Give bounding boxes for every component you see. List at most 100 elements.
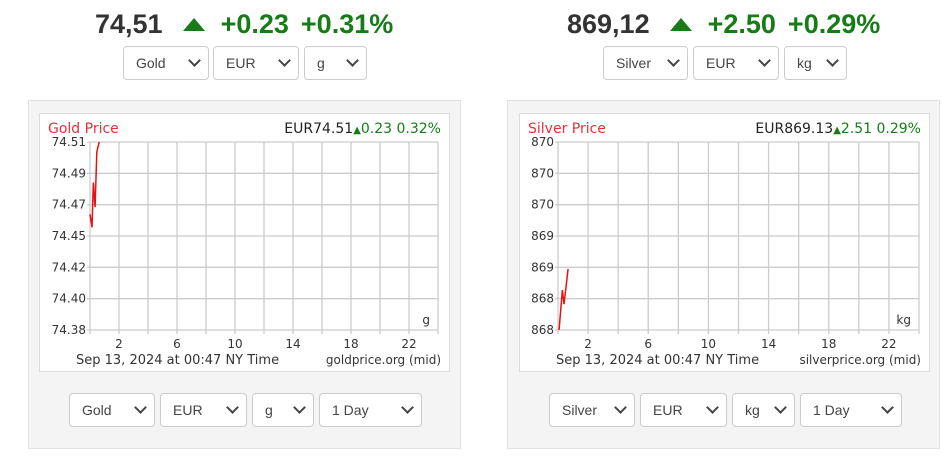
chevron-down-icon xyxy=(401,401,414,414)
chevron-down-icon xyxy=(881,401,894,414)
chart-price: EUR74.51 xyxy=(284,121,353,137)
x-tick-label: 10 xyxy=(701,337,716,351)
y-tick-label: 869 xyxy=(531,260,554,274)
y-tick-label: 74.38 xyxy=(52,323,86,337)
silver-price-header: 869,12 +2.50 +0.29% xyxy=(567,6,880,42)
gold-price-header: 74,51 +0.23 +0.31% xyxy=(95,6,393,42)
chart-footer-source: goldprice.org (mid) xyxy=(326,353,441,367)
select-value: kg xyxy=(797,55,812,71)
chart-price-summary: EUR74.51▲0.23 0.32% xyxy=(284,121,441,137)
y-tick-label: 870 xyxy=(531,135,554,149)
chevron-down-icon xyxy=(706,401,719,414)
chart-footer-date: Sep 13, 2024 at 00:47 NY Time xyxy=(556,353,759,368)
gold-currency-select[interactable]: EUR xyxy=(213,46,299,80)
silver-metal-select[interactable]: Silver xyxy=(603,46,688,80)
x-tick-label: 6 xyxy=(173,337,181,351)
select-value: kg xyxy=(745,402,760,418)
gold-metal-select[interactable]: Gold xyxy=(123,46,209,80)
chevron-down-icon xyxy=(278,54,291,67)
y-tick-label: 74.51 xyxy=(52,135,86,149)
select-value: g xyxy=(317,55,325,71)
x-tick-label: 22 xyxy=(401,337,416,351)
chevron-down-icon xyxy=(774,401,787,414)
select-value: 1 Day xyxy=(332,402,369,418)
silver-chart-metal-select[interactable]: Silver xyxy=(549,393,635,427)
gold-percent: +0.31% xyxy=(300,8,394,39)
select-value: Silver xyxy=(616,55,652,71)
silver-chart-currency-select[interactable]: EUR xyxy=(640,393,727,427)
gold-chart-panel: 74.38 74.40 74.42 74.45 74.47 74.49 74.51 2 6 10 1… xyxy=(28,100,461,449)
y-tick-label: 74.40 xyxy=(52,292,86,306)
chevron-down-icon xyxy=(614,401,627,414)
price-line xyxy=(89,141,100,228)
chevron-down-icon xyxy=(134,401,147,414)
silver-chart-svg: 868 868 869 869 870 870 870 2 6 10 14 18 22 Silver Pr… xyxy=(528,121,921,368)
gold-unit-select[interactable]: g xyxy=(304,46,367,80)
chevron-down-icon xyxy=(826,54,839,67)
x-tick-label: 2 xyxy=(115,337,123,351)
y-tick-label: 870 xyxy=(531,198,554,212)
x-tick-label: 14 xyxy=(285,337,300,351)
silver-percent: +0.29% xyxy=(787,8,881,39)
silver-chart-period-select[interactable]: 1 Day xyxy=(800,393,902,427)
chevron-down-icon xyxy=(293,401,306,414)
price-line xyxy=(558,268,569,331)
select-value: Gold xyxy=(82,402,112,418)
select-value: g xyxy=(265,402,273,418)
x-tick-label: 2 xyxy=(584,337,592,351)
chart-title: Silver Price xyxy=(528,121,606,137)
x-tick-label: 10 xyxy=(227,337,242,351)
x-tick-label: 18 xyxy=(821,337,836,351)
gold-chart-metal-select[interactable]: Gold xyxy=(69,393,155,427)
gold-chart-unit-select[interactable]: g xyxy=(252,393,314,427)
unit-label: kg xyxy=(896,313,911,327)
chevron-down-icon xyxy=(188,54,201,67)
y-tick-label: 869 xyxy=(531,229,554,243)
x-tick-label: 18 xyxy=(343,337,358,351)
chart-price: EUR869.13 xyxy=(755,121,833,137)
gold-chart-currency-select[interactable]: EUR xyxy=(160,393,247,427)
triangle-up-icon xyxy=(669,17,692,31)
triangle-up-icon: ▲ xyxy=(833,125,841,136)
y-tick-label: 868 xyxy=(531,323,554,337)
y-tick-label: 868 xyxy=(531,292,554,306)
chevron-down-icon xyxy=(667,54,680,67)
chart-footer-date: Sep 13, 2024 at 00:47 NY Time xyxy=(76,353,279,368)
select-value: EUR xyxy=(706,55,736,71)
triangle-up-icon: ▲ xyxy=(353,125,361,136)
select-value: EUR xyxy=(653,402,683,418)
chevron-down-icon xyxy=(346,54,359,67)
x-tick-label: 6 xyxy=(644,337,652,351)
select-value: 1 Day xyxy=(813,402,850,418)
select-value: EUR xyxy=(226,55,256,71)
chevron-down-icon xyxy=(226,401,239,414)
y-tick-label: 74.45 xyxy=(52,229,86,243)
silver-currency-select[interactable]: EUR xyxy=(693,46,779,80)
select-value: Silver xyxy=(562,402,598,418)
gold-chart: 74.38 74.40 74.42 74.45 74.47 74.49 74.51 2 6 10 1… xyxy=(39,113,450,372)
silver-chart: 868 868 869 869 870 870 870 2 6 10 14 18 22 Silver Pr… xyxy=(519,113,930,372)
triangle-up-icon xyxy=(182,17,205,31)
chart-footer-source: silverprice.org (mid) xyxy=(799,353,921,367)
y-tick-label: 74.47 xyxy=(52,198,86,212)
silver-change: +2.50 xyxy=(707,8,776,39)
silver-chart-panel: 868 868 869 869 870 870 870 2 6 10 14 18 22 Silver Pr… xyxy=(507,100,940,449)
unit-label: g xyxy=(422,313,430,327)
x-tick-label: 22 xyxy=(881,337,896,351)
x-tick-label: 14 xyxy=(761,337,776,351)
chart-change: 2.51 0.29% xyxy=(841,121,921,137)
silver-chart-unit-select[interactable]: kg xyxy=(732,393,795,427)
y-tick-label: 870 xyxy=(531,166,554,180)
select-value: Gold xyxy=(136,55,166,71)
gold-chart-period-select[interactable]: 1 Day xyxy=(319,393,422,427)
gold-change: +0.23 xyxy=(220,8,289,39)
y-tick-label: 74.49 xyxy=(52,166,86,180)
gold-price: 74,51 xyxy=(95,8,163,39)
chart-title: Gold Price xyxy=(48,121,119,137)
gold-chart-svg: 74.38 74.40 74.42 74.45 74.47 74.49 74.51 2 6 10 1… xyxy=(48,121,441,368)
chart-change: 0.23 0.32% xyxy=(361,121,441,137)
silver-unit-select[interactable]: kg xyxy=(784,46,847,80)
y-tick-label: 74.42 xyxy=(52,260,86,274)
chevron-down-icon xyxy=(758,54,771,67)
select-value: EUR xyxy=(173,402,203,418)
